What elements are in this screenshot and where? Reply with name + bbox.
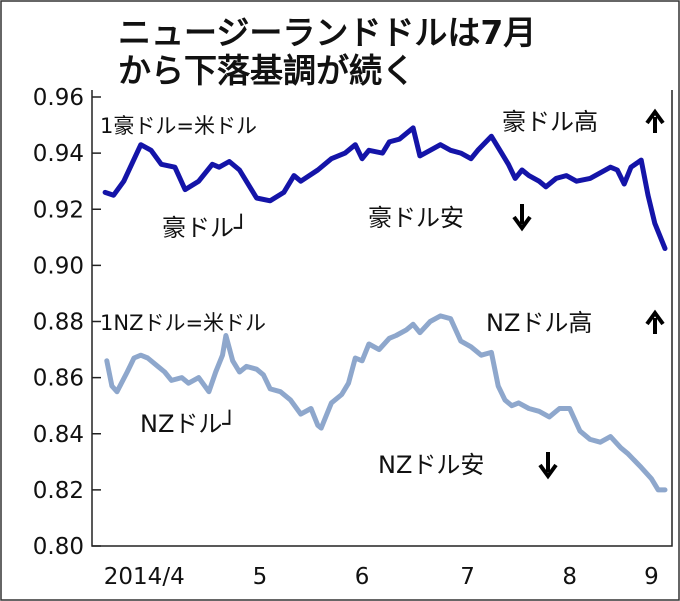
- arrow-down-icon: [538, 452, 558, 480]
- y-tick-label: 0.80: [33, 534, 84, 560]
- y-tick-label: 0.94: [33, 141, 84, 167]
- aud-up-label: 豪ドル高: [502, 108, 598, 136]
- x-tick-label: 9: [644, 564, 659, 590]
- plot-frame: [91, 90, 673, 547]
- aud-down-label: 豪ドル安: [368, 204, 464, 232]
- aud-series-line: [102, 125, 668, 251]
- y-tick-label: 0.90: [33, 253, 84, 279]
- x-tick-label: 8: [562, 564, 577, 590]
- nzd-series-line: [104, 313, 668, 493]
- y-tick-label: 0.88: [33, 310, 84, 336]
- x-tick-label: 6: [355, 564, 370, 590]
- y-tick-label: 0.84: [33, 422, 84, 448]
- x-tick-label: 5: [253, 564, 268, 590]
- y-tick-label: 0.92: [33, 197, 84, 223]
- x-axis: 2014/4 5 6 7 8 9: [104, 564, 659, 590]
- x-tick-label: 7: [460, 564, 475, 590]
- nzd-down-label: NZドル安: [378, 451, 484, 479]
- y-tick-label: 0.86: [33, 366, 84, 392]
- nzd-up-label: NZドル高: [486, 309, 592, 337]
- x-tick-label: 2014/4: [104, 564, 185, 590]
- y-tick-label: 0.82: [33, 478, 84, 504]
- y-axis: 0.96 0.94 0.92 0.90 0.88 0.86 0.84 0.82 0.80: [33, 85, 101, 560]
- y-tick-label: 0.96: [33, 85, 84, 111]
- arrow-up-icon: [645, 309, 665, 334]
- arrow-down-icon: [512, 204, 532, 232]
- nzd-unit-label: 1NZドル=米ドル: [100, 311, 266, 335]
- series-lines: [102, 125, 668, 493]
- aud-unit-label: 1豪ドル=米ドル: [100, 114, 257, 138]
- chart-title-line1: ニュージーランドドルは7月: [118, 13, 536, 52]
- aud-series-label: 豪ドル┘: [162, 213, 248, 242]
- arrow-up-icon: [645, 108, 665, 133]
- nzd-series-label: NZドル┘: [140, 409, 237, 438]
- chart-title-line2: から下落基調が続く: [118, 51, 415, 90]
